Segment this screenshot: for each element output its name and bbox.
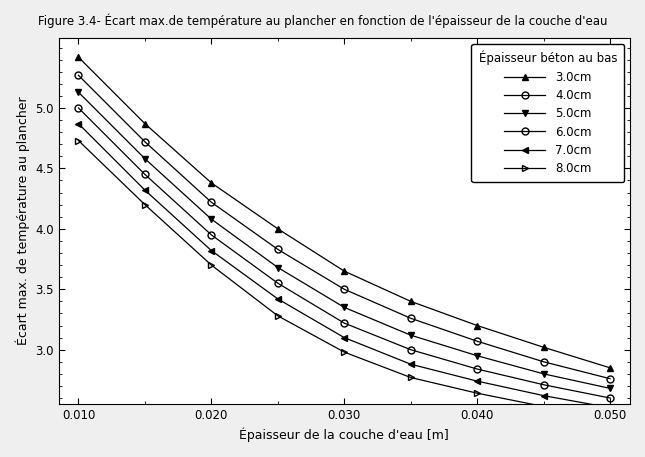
4.0cm <box>473 339 481 344</box>
8.0cm <box>473 390 481 396</box>
6.0cm <box>341 320 348 326</box>
3.0cm <box>75 54 83 60</box>
5.0cm <box>208 217 215 222</box>
5.0cm <box>274 265 282 270</box>
Line: 5.0cm: 5.0cm <box>75 89 613 392</box>
7.0cm <box>208 248 215 253</box>
Line: 8.0cm: 8.0cm <box>75 137 613 421</box>
3.0cm <box>208 180 215 186</box>
8.0cm <box>540 404 548 409</box>
6.0cm <box>473 367 481 372</box>
6.0cm <box>208 232 215 238</box>
7.0cm <box>473 378 481 384</box>
3.0cm <box>540 345 548 350</box>
5.0cm <box>141 156 149 161</box>
Line: 7.0cm: 7.0cm <box>75 120 613 411</box>
6.0cm <box>274 281 282 286</box>
3.0cm <box>341 268 348 274</box>
7.0cm <box>75 121 83 127</box>
3.0cm <box>274 226 282 232</box>
3.0cm <box>407 298 415 304</box>
8.0cm <box>208 262 215 268</box>
5.0cm <box>473 353 481 358</box>
Line: 4.0cm: 4.0cm <box>75 72 613 382</box>
8.0cm <box>274 313 282 319</box>
X-axis label: Épaisseur de la couche d'eau [m]: Épaisseur de la couche d'eau [m] <box>239 427 449 442</box>
6.0cm <box>407 347 415 352</box>
4.0cm <box>606 376 614 382</box>
6.0cm <box>75 105 83 111</box>
Line: 3.0cm: 3.0cm <box>75 54 613 371</box>
4.0cm <box>75 73 83 78</box>
7.0cm <box>341 335 348 340</box>
Y-axis label: Écart max. de température au plancher: Écart max. de température au plancher <box>15 96 30 345</box>
4.0cm <box>141 139 149 144</box>
8.0cm <box>606 414 614 420</box>
6.0cm <box>540 382 548 388</box>
4.0cm <box>407 315 415 321</box>
8.0cm <box>75 138 83 143</box>
7.0cm <box>274 296 282 302</box>
6.0cm <box>606 395 614 401</box>
8.0cm <box>141 202 149 207</box>
7.0cm <box>540 393 548 399</box>
3.0cm <box>141 121 149 127</box>
5.0cm <box>606 386 614 391</box>
7.0cm <box>606 405 614 410</box>
7.0cm <box>407 361 415 367</box>
5.0cm <box>341 305 348 310</box>
3.0cm <box>606 365 614 371</box>
Line: 6.0cm: 6.0cm <box>75 105 613 402</box>
8.0cm <box>407 375 415 380</box>
4.0cm <box>208 200 215 205</box>
5.0cm <box>540 371 548 377</box>
4.0cm <box>274 247 282 252</box>
3.0cm <box>473 323 481 328</box>
8.0cm <box>341 349 348 355</box>
4.0cm <box>540 359 548 365</box>
Legend: 3.0cm, 4.0cm, 5.0cm, 6.0cm, 7.0cm, 8.0cm: 3.0cm, 4.0cm, 5.0cm, 6.0cm, 7.0cm, 8.0cm <box>471 44 624 182</box>
4.0cm <box>341 287 348 292</box>
6.0cm <box>141 172 149 177</box>
Text: Figure 3.4- Écart max.de température au plancher en fonction de l'épaisseur de l: Figure 3.4- Écart max.de température au … <box>38 14 607 28</box>
7.0cm <box>141 187 149 193</box>
5.0cm <box>407 332 415 338</box>
5.0cm <box>75 90 83 95</box>
